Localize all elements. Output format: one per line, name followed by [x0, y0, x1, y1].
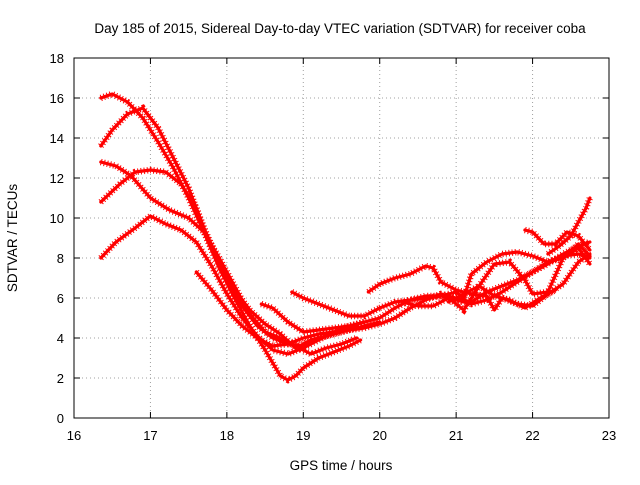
y-tick-label: 4	[57, 331, 64, 346]
x-tick-label: 21	[449, 428, 463, 443]
plot-frame	[73, 57, 610, 419]
series-markers	[378, 243, 593, 312]
series-line	[546, 196, 592, 256]
x-tick-label: 20	[372, 428, 386, 443]
series-track-12	[446, 282, 558, 312]
chart-title: Day 185 of 2015, Sidereal Day-to-day VTE…	[94, 21, 586, 36]
y-tick-label: 18	[50, 51, 64, 66]
series-markers	[401, 239, 593, 315]
series-track-13	[523, 226, 593, 253]
y-tick-label: 0	[57, 411, 64, 426]
x-tick-label: 22	[525, 428, 539, 443]
series-markers	[99, 90, 363, 384]
y-tick-label: 6	[57, 291, 64, 306]
x-tick-label: 23	[602, 428, 616, 443]
x-tick-label: 18	[220, 428, 234, 443]
series-track-1	[99, 90, 363, 384]
series-markers	[98, 212, 591, 358]
series-track-7	[259, 300, 366, 336]
series-markers	[193, 238, 591, 350]
series-line	[99, 214, 592, 356]
series-track-5	[98, 212, 592, 358]
y-tick-label: 2	[57, 371, 64, 386]
series-markers	[446, 282, 558, 312]
x-axis-label: GPS time / hours	[290, 458, 393, 473]
y-tick-label: 16	[50, 91, 64, 106]
series-track-6	[193, 238, 592, 350]
y-axis-label: SDTVAR / TECUs	[5, 184, 20, 293]
y-tick-label: 8	[57, 251, 64, 266]
series-markers	[290, 289, 382, 320]
series-markers	[98, 166, 381, 350]
series-track-8	[290, 289, 382, 320]
ticks: 16 17 18 19 20 21 22 23 0 2 4 6 8 10 12 14 16 18	[50, 51, 617, 443]
x-tick-label: 19	[296, 428, 310, 443]
series-line	[259, 302, 366, 334]
series-track-14	[546, 196, 593, 257]
series-track-10	[378, 243, 593, 312]
series-group	[98, 90, 593, 384]
x-tick-label: 17	[143, 428, 157, 443]
x-tick-label: 16	[67, 428, 81, 443]
grid	[74, 58, 609, 418]
y-tick-label: 12	[50, 171, 64, 186]
y-tick-label: 10	[50, 211, 64, 226]
series-track-11	[401, 239, 593, 315]
series-markers	[524, 226, 593, 253]
y-tick-label: 14	[50, 131, 64, 146]
